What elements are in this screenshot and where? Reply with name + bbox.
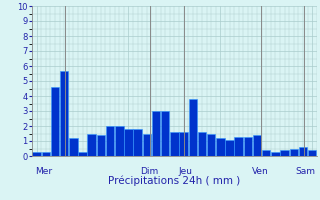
- Bar: [115, 126, 124, 156]
- Bar: [32, 152, 41, 156]
- Bar: [253, 135, 261, 156]
- Bar: [42, 152, 50, 156]
- X-axis label: Précipitations 24h ( mm ): Précipitations 24h ( mm ): [108, 175, 241, 186]
- Bar: [78, 152, 87, 156]
- Bar: [170, 132, 179, 156]
- Text: Dim: Dim: [140, 167, 158, 176]
- Bar: [188, 99, 197, 156]
- Bar: [216, 138, 225, 156]
- Bar: [152, 111, 160, 156]
- Bar: [235, 137, 243, 156]
- Text: Mer: Mer: [35, 167, 52, 176]
- Bar: [262, 150, 270, 156]
- Bar: [290, 148, 298, 156]
- Bar: [244, 137, 252, 156]
- Bar: [87, 134, 96, 156]
- Bar: [133, 129, 142, 156]
- Bar: [143, 134, 151, 156]
- Text: Ven: Ven: [252, 167, 268, 176]
- Bar: [51, 87, 59, 156]
- Bar: [60, 71, 68, 156]
- Bar: [124, 129, 133, 156]
- Bar: [271, 152, 280, 156]
- Text: Sam: Sam: [295, 167, 316, 176]
- Bar: [161, 111, 169, 156]
- Bar: [299, 147, 307, 156]
- Bar: [207, 134, 215, 156]
- Bar: [106, 126, 114, 156]
- Bar: [198, 132, 206, 156]
- Bar: [97, 135, 105, 156]
- Text: Jeu: Jeu: [179, 167, 193, 176]
- Bar: [225, 140, 234, 156]
- Bar: [69, 138, 77, 156]
- Bar: [280, 150, 289, 156]
- Bar: [308, 150, 316, 156]
- Bar: [180, 132, 188, 156]
